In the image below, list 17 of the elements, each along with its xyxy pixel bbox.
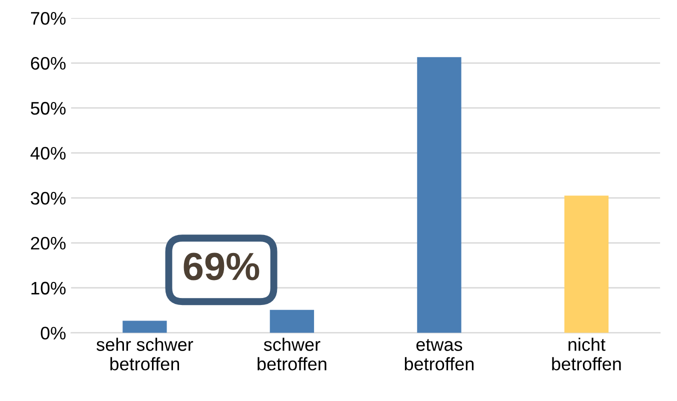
y-tick-label: 40% (30, 146, 66, 160)
y-tick-label: 50% (30, 102, 66, 115)
x-tick-label: etwas betroffen (404, 339, 474, 370)
bar (270, 310, 314, 333)
x-tick-label: nicht betroffen (552, 338, 621, 370)
y-tick-label: 0% (40, 326, 66, 340)
y-tick-label: 30% (30, 192, 66, 205)
bar (564, 196, 609, 333)
y-tick-label: 60% (31, 56, 66, 70)
y-tick-label: 10% (31, 282, 66, 295)
annotation: 69% (184, 252, 260, 280)
y-tick-label: 20% (30, 236, 66, 250)
x-tick-label: schwer betroffen (258, 338, 326, 370)
bar (417, 57, 462, 333)
bar (122, 320, 167, 333)
x-tick-label: sehr schwer betroffen (96, 338, 194, 370)
y-tick-label: 70% (31, 12, 66, 25)
